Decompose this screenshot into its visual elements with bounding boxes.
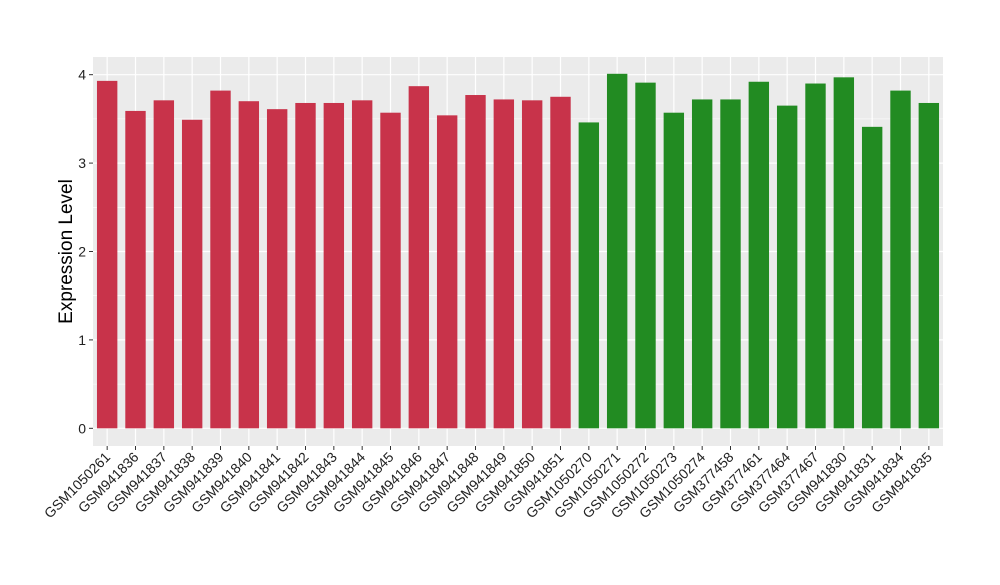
bar-GSM941848: [465, 95, 486, 429]
x-axis: GSM1050261GSM941836GSM941837GSM941838GSM…: [41, 446, 935, 521]
y-tick-label: 0: [78, 420, 86, 436]
bar-GSM1050274: [691, 99, 713, 429]
y-axis: 0 1 2 3 4: [78, 67, 93, 436]
bar-GSM941841: [266, 109, 288, 429]
bar-GSM377467: [805, 83, 826, 429]
bar-GSM1050270: [578, 122, 600, 429]
y-tick-label: 1: [78, 332, 86, 348]
bar-GSM941844: [351, 100, 373, 429]
bar-GSM941849: [493, 99, 515, 429]
bar-GSM1050272: [635, 82, 656, 429]
bar-GSM941835: [918, 102, 940, 429]
bar-GSM941843: [323, 102, 345, 429]
bar-GSM941847: [436, 115, 458, 429]
bar-GSM377464: [776, 105, 798, 429]
bar-GSM1050273: [663, 112, 685, 429]
bar-GSM377461: [748, 81, 770, 429]
bar-GSM1050271: [606, 73, 628, 429]
bar-GSM941834: [890, 90, 911, 429]
y-tick-label: 2: [78, 244, 86, 260]
bar-GSM941837: [153, 100, 175, 429]
bar-GSM941838: [181, 119, 203, 429]
bar-GSM941851: [550, 96, 571, 429]
y-tick-label: 3: [78, 155, 86, 171]
bar-GSM941839: [210, 90, 231, 429]
y-tick-label: 4: [78, 67, 86, 83]
bar-GSM941846: [408, 86, 430, 429]
bar-GSM941850: [521, 100, 543, 429]
bar-GSM941831: [861, 126, 883, 429]
bar-GSM941845: [380, 112, 401, 429]
bar-GSM941840: [238, 101, 260, 429]
y-axis-label: Expression Level: [56, 179, 77, 324]
bar-GSM941836: [125, 110, 146, 429]
bar-GSM377458: [720, 99, 741, 429]
bar-GSM941842: [295, 102, 316, 429]
bars: [96, 73, 940, 429]
bar-GSM1050261: [96, 80, 118, 429]
bar-GSM941830: [833, 77, 855, 429]
